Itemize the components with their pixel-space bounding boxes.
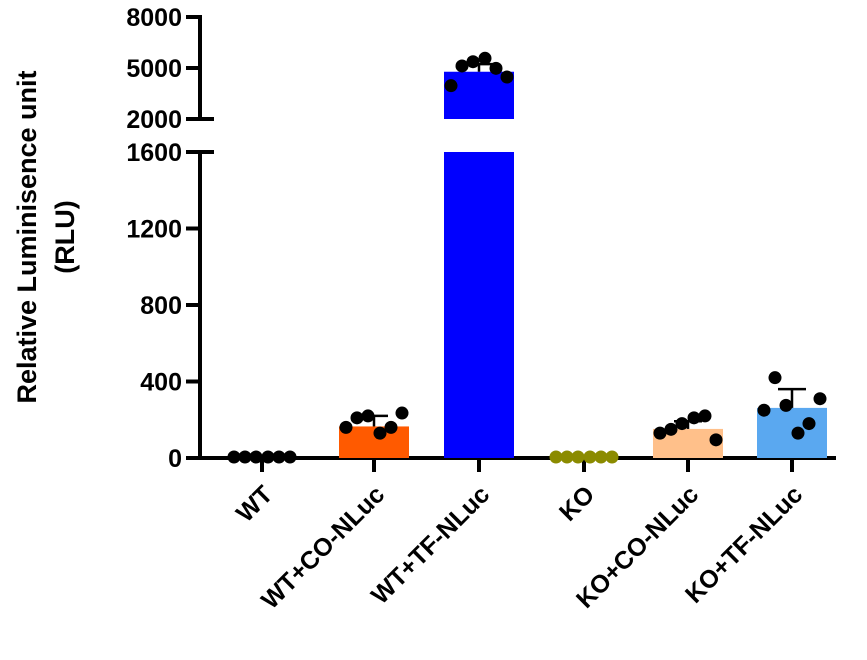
data-point-3 bbox=[560, 450, 574, 464]
category-label: WT bbox=[231, 480, 278, 527]
data-point-5 bbox=[757, 403, 771, 417]
y-tick-upper-label: 8000 bbox=[126, 4, 182, 32]
data-point-0 bbox=[249, 450, 263, 464]
data-point-3 bbox=[583, 450, 597, 464]
y-tick-lower-label: 1600 bbox=[126, 139, 182, 167]
data-point-5 bbox=[791, 426, 805, 440]
data-point-4 bbox=[664, 422, 678, 436]
bar-2-lower bbox=[444, 152, 514, 458]
data-points bbox=[227, 51, 827, 464]
data-point-5 bbox=[813, 392, 827, 406]
y-tick-lower-label: 0 bbox=[168, 445, 182, 473]
data-point-0 bbox=[272, 450, 286, 464]
data-point-4 bbox=[698, 409, 712, 423]
y-axis-title: Relative Luminisence unit bbox=[12, 70, 42, 403]
labels: 0 400 800 1200 1600 2000 5000 8000 Relative Lumi… bbox=[12, 4, 808, 615]
data-point-5 bbox=[768, 371, 782, 385]
data-point-2 bbox=[500, 70, 514, 84]
data-point-3 bbox=[594, 450, 608, 464]
data-point-2 bbox=[455, 59, 469, 73]
data-point-4 bbox=[653, 426, 667, 440]
data-point-4 bbox=[687, 411, 701, 425]
data-point-4 bbox=[675, 417, 689, 431]
data-point-1 bbox=[361, 409, 375, 423]
y-tick-lower-label: 800 bbox=[140, 292, 182, 320]
data-point-2 bbox=[489, 61, 503, 75]
data-point-0 bbox=[227, 450, 241, 464]
axes bbox=[186, 15, 836, 472]
y-tick-lower-label: 400 bbox=[140, 369, 182, 397]
data-point-0 bbox=[261, 450, 275, 464]
y-axis-title-unit: (RLU) bbox=[50, 200, 80, 273]
data-point-3 bbox=[571, 450, 585, 464]
data-point-1 bbox=[395, 406, 409, 420]
data-point-2 bbox=[478, 51, 492, 65]
data-point-1 bbox=[373, 426, 387, 440]
data-point-1 bbox=[350, 411, 364, 425]
y-tick-lower-label: 1200 bbox=[126, 216, 182, 244]
data-point-4 bbox=[709, 433, 723, 447]
data-point-3 bbox=[605, 450, 619, 464]
y-tick-upper-label: 5000 bbox=[126, 55, 182, 83]
data-point-1 bbox=[384, 420, 398, 434]
y-tick-upper-label: 2000 bbox=[126, 106, 182, 134]
data-point-5 bbox=[802, 417, 816, 431]
data-point-2 bbox=[444, 79, 458, 93]
data-point-3 bbox=[549, 450, 563, 464]
data-point-0 bbox=[283, 450, 297, 464]
data-point-2 bbox=[466, 55, 480, 69]
data-point-1 bbox=[339, 420, 353, 434]
bars bbox=[339, 62, 827, 458]
category-label: KO bbox=[554, 480, 600, 526]
data-point-5 bbox=[779, 398, 793, 412]
data-point-0 bbox=[238, 450, 252, 464]
